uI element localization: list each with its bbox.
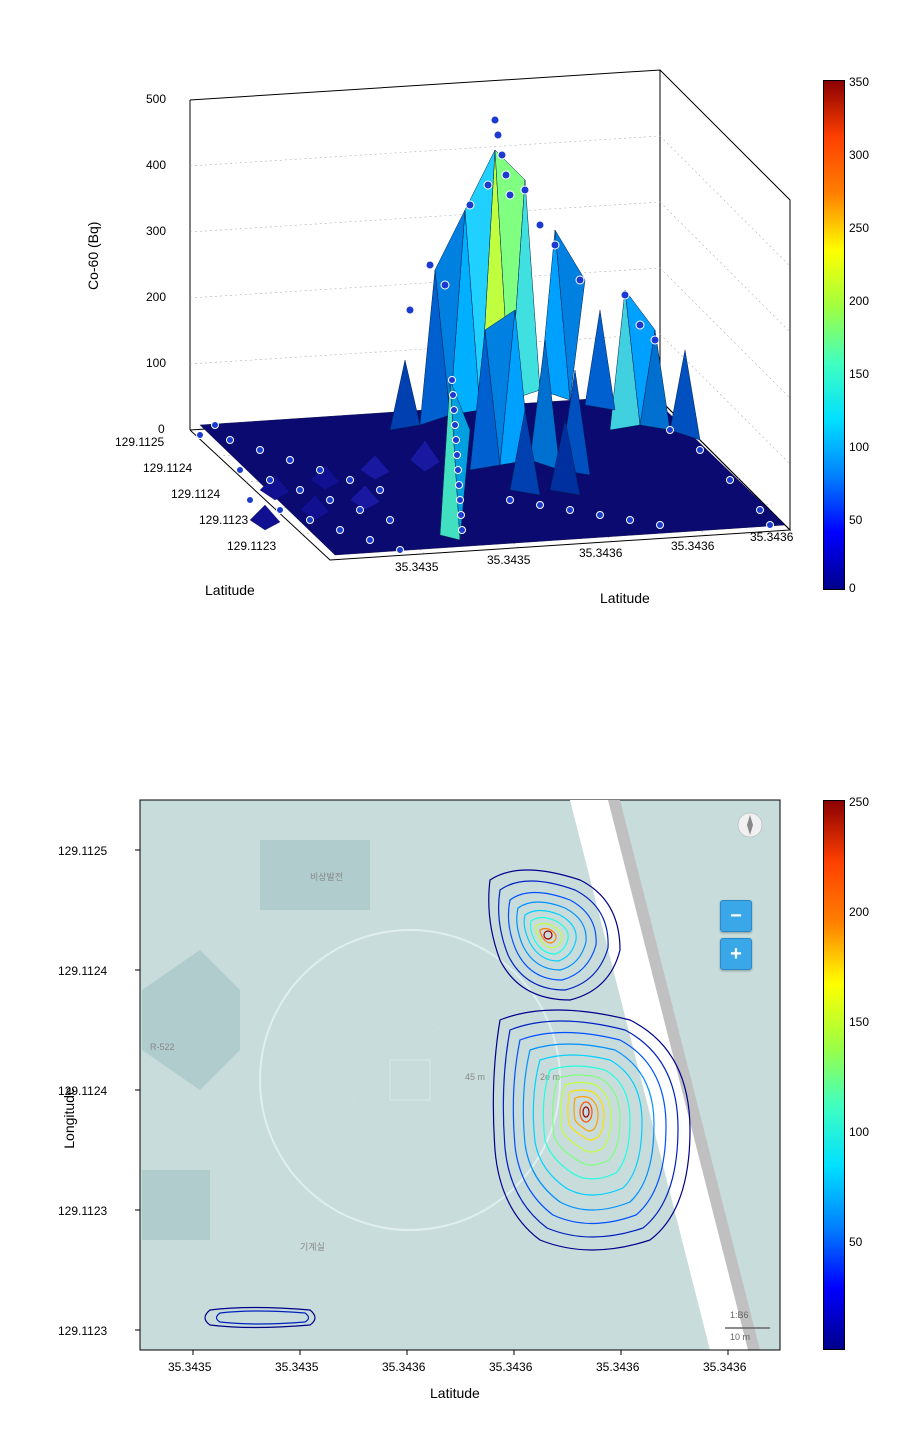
cbar-tick: 250: [849, 221, 869, 235]
map-text: 45 m: [465, 1072, 485, 1082]
chart-2d-svg: 비상발전 R-522 45 m 2e m 기계실: [50, 790, 850, 1410]
z-tick: 300: [146, 224, 166, 238]
x-tick: 35.3436: [671, 539, 714, 553]
z-tick: 100: [146, 356, 166, 370]
x-tick: 35.3436: [703, 1360, 746, 1374]
y-tick: 129.1125: [58, 844, 107, 858]
x-tick: 35.3435: [487, 553, 530, 567]
colorbar-3d: 350 300 250 200 150 100 50 0: [823, 80, 845, 590]
compass-icon: [738, 813, 762, 837]
z-axis-label: Co-60 (Bq): [85, 222, 101, 290]
map-scale-bar: 10 m: [730, 1332, 750, 1342]
z-tick: 0: [158, 422, 165, 436]
cbar-tick: 100: [849, 440, 869, 454]
map-text: 기계실: [300, 1241, 325, 1252]
y-tick: 129.1123: [227, 539, 276, 553]
y-tick: 129.1125: [115, 435, 164, 449]
chart-3d-svg: [50, 30, 850, 630]
cbar-tick: 50: [849, 513, 862, 527]
chart-2d-contour: 비상발전 R-522 45 m 2e m 기계실: [50, 790, 850, 1410]
cbar-tick: 150: [849, 1015, 869, 1029]
cbar-tick: 350: [849, 75, 869, 89]
x-tick: 35.3436: [489, 1360, 532, 1374]
x-tick: 35.3436: [596, 1360, 639, 1374]
map-text: 비상발전: [310, 872, 343, 882]
y-axis-label: Latitude: [205, 582, 255, 598]
z-tick: 500: [146, 92, 166, 106]
x-tick: 35.3436: [579, 546, 622, 560]
y-axis-label: Longitude: [61, 1087, 77, 1149]
y-tick: 129.1124: [58, 964, 107, 978]
y-tick: 129.1123: [58, 1324, 107, 1338]
y-tick: 129.1123: [199, 513, 248, 527]
cbar-tick: 200: [849, 905, 869, 919]
y-tick: 129.1124: [143, 461, 192, 475]
x-tick: 35.3435: [168, 1360, 211, 1374]
x-axis-label: Latitude: [430, 1385, 480, 1401]
z-tick: 400: [146, 158, 166, 172]
cbar-tick: 150: [849, 367, 869, 381]
y-tick: 129.1124: [171, 487, 220, 501]
x-tick: 35.3435: [395, 560, 438, 574]
cbar-tick: 300: [849, 148, 869, 162]
x-tick: 35.3436: [750, 530, 793, 544]
zoom-out-button[interactable]: −: [720, 900, 752, 932]
z-tick: 200: [146, 290, 166, 304]
cbar-tick: 50: [849, 1235, 862, 1249]
map-text: R-522: [150, 1042, 175, 1052]
y-tick: 129.1123: [58, 1204, 107, 1218]
x-tick: 35.3436: [382, 1360, 425, 1374]
zoom-in-button[interactable]: +: [720, 938, 752, 970]
cbar-tick: 250: [849, 795, 869, 809]
cbar-tick: 0: [849, 581, 856, 595]
x-axis-label: Latitude: [600, 590, 650, 606]
x-tick: 35.3435: [275, 1360, 318, 1374]
map-scale-ratio: 1:B6: [730, 1310, 749, 1320]
cbar-tick: 200: [849, 294, 869, 308]
chart-3d-surface: Co-60 (Bq) 0 100 200 300 400 500 129.112…: [50, 30, 850, 630]
colorbar-2d: 250 200 150 100 50: [823, 800, 845, 1350]
cbar-tick: 100: [849, 1125, 869, 1139]
